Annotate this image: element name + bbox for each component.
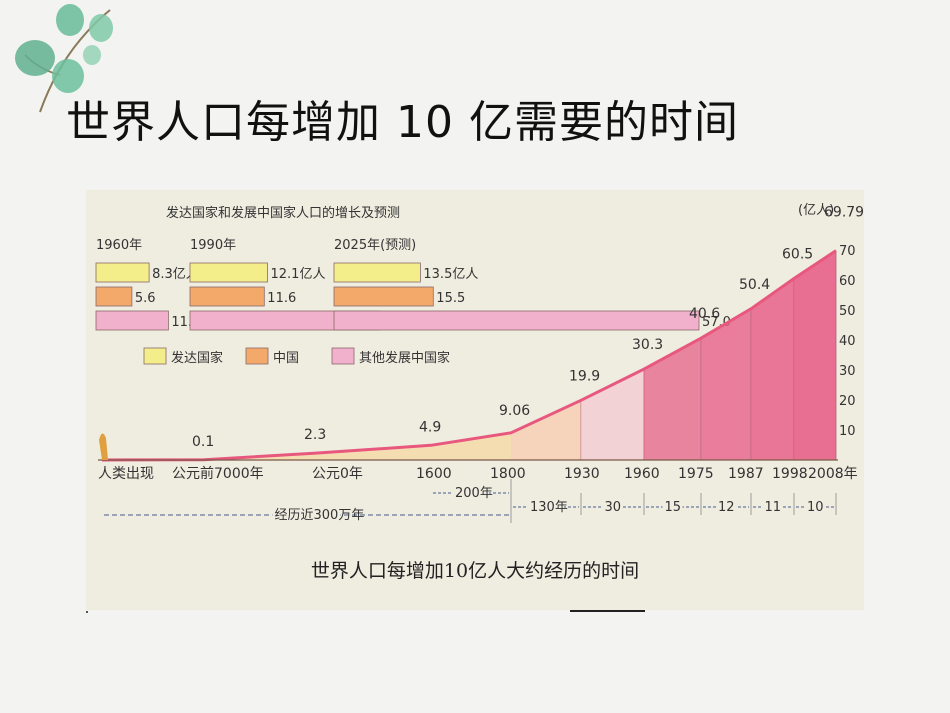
slide-title: 世界人口每增加 10 亿需要的时间	[66, 97, 739, 148]
area-segment	[701, 308, 751, 460]
y-tick-label: 60	[839, 274, 856, 289]
x-tick-label: 1975	[678, 466, 714, 482]
bar-group-label: 2025年(预测)	[334, 238, 416, 253]
bar-developed	[333, 262, 421, 283]
interval-label-bg	[805, 497, 825, 512]
point-value-label: 2.3	[304, 427, 326, 443]
y-tick-label: 30	[839, 364, 856, 379]
human-origin-icon	[99, 433, 108, 460]
leaf-decoration-icon	[15, 4, 113, 113]
point-value-label: 19.9	[569, 368, 600, 384]
interval-label-bg	[453, 483, 489, 498]
interval-label-bg	[762, 497, 783, 512]
interval-label: 15	[665, 500, 682, 515]
legend-label-china: 中国	[273, 351, 299, 366]
area-segment	[316, 445, 431, 460]
area-segment	[794, 250, 836, 460]
legend-swatch-china	[245, 347, 269, 365]
x-tick-label: 1987	[728, 466, 764, 482]
x-tick-label: 1600	[416, 466, 452, 482]
x-tick-label: 公元0年	[312, 466, 363, 482]
bar-china	[189, 286, 265, 307]
bar-group-label: 1990年	[190, 238, 236, 253]
point-value-label: 50.4	[739, 277, 770, 293]
x-tick-label: 公元前7000年	[172, 465, 264, 482]
x-tick-label: 1930	[564, 466, 600, 482]
bar-value-developed: 12.1亿人	[271, 267, 326, 282]
interval-label: 30	[605, 500, 622, 515]
interval-label-bg	[528, 497, 564, 512]
point-value-label: 9.06	[499, 403, 530, 419]
bar-group-label: 1960年	[96, 238, 142, 253]
interval-label: 经历近300万年	[275, 508, 365, 523]
interval-label: 200年	[455, 486, 493, 501]
bar-developed	[95, 262, 150, 283]
area-segment	[511, 400, 581, 460]
area-segment	[431, 432, 511, 460]
x-tick-label: 2008年	[808, 466, 858, 482]
legend-swatch-other	[331, 347, 355, 365]
interval-label-bg	[662, 497, 683, 512]
population-curve	[101, 249, 837, 462]
decor-dot	[86, 611, 88, 613]
area-segment	[581, 369, 644, 460]
bar-value-developed: 13.5亿人	[423, 267, 478, 282]
point-value-label: 40.6	[689, 306, 720, 322]
point-value-label: 60.5	[782, 247, 813, 263]
legend-label-developed: 发达国家	[171, 350, 223, 366]
interval-label-bg	[272, 505, 341, 520]
bar-value-china: 5.6	[135, 291, 156, 306]
x-tick-label: 人类出现	[98, 466, 154, 482]
y-tick-label: 40	[839, 334, 856, 349]
population-figure: 发达国家和发展中国家人口的增长及预测 1960年 8.3亿人 5.6 11.3 1990年…	[86, 190, 864, 610]
y-axis-unit: (亿人)	[798, 203, 834, 218]
interval-label-bg	[716, 497, 736, 512]
point-value-label: 4.9	[419, 419, 441, 435]
bar-value-developed: 8.3亿人	[152, 267, 199, 282]
bar-china	[95, 286, 133, 307]
bar-other	[333, 310, 700, 331]
y-tick-label: 20	[839, 394, 856, 409]
population-chart: 发达国家和发展中国家人口的增长及预测1960年8.3亿人5.611.31990年…	[95, 203, 864, 523]
area-segment	[751, 278, 794, 460]
point-value-label: 0.1	[192, 434, 214, 450]
legend-label-other: 其他发展中国家	[359, 350, 450, 366]
x-tick-label: 1800	[490, 466, 526, 482]
x-tick-label: 1960	[624, 466, 660, 482]
legend-swatch-developed	[143, 347, 167, 365]
point-value-label: 69.79	[824, 205, 864, 221]
bar-value-china: 15.5	[436, 291, 465, 306]
interval-label: 130年	[530, 500, 568, 515]
bar-chart-title: 发达国家和发展中国家人口的增长及预测	[166, 205, 400, 221]
y-tick-label: 10	[839, 424, 856, 439]
interval-label-bg	[602, 497, 623, 512]
bar-other	[95, 310, 169, 331]
bar-china	[333, 286, 434, 307]
x-tick-label: 1998	[772, 466, 808, 482]
bar-developed	[189, 262, 268, 283]
interval-label: 10	[807, 500, 824, 515]
y-tick-label: 50	[839, 304, 856, 319]
y-tick-label: 70	[839, 244, 856, 259]
point-value-label: 30.3	[632, 337, 663, 353]
figure-caption: 世界人口每增加10亿人大约经历的时间	[310, 560, 640, 582]
blank-underline	[570, 610, 645, 612]
interval-label: 12	[718, 500, 735, 515]
interval-label: 11	[765, 500, 782, 515]
bar-value-china: 11.6	[267, 291, 296, 306]
area-segment	[644, 338, 701, 460]
